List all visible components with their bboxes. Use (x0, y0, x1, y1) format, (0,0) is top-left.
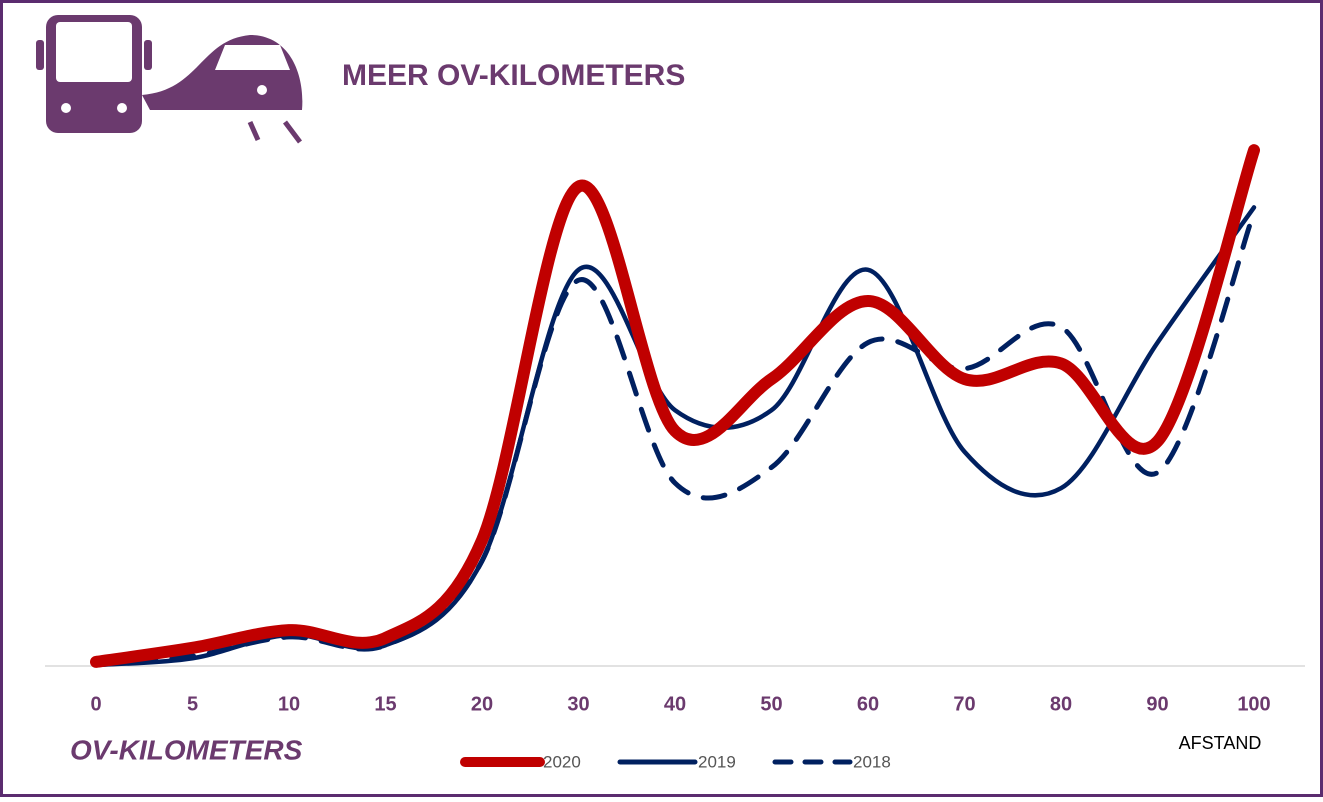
legend-label: 2020 (543, 752, 581, 771)
bus-mirror (36, 40, 44, 70)
y-axis-title: OV-KILOMETERS (70, 734, 303, 765)
bus-window (56, 22, 132, 82)
rails (247, 120, 302, 144)
bus-mirror (144, 40, 152, 70)
legend-label: 2019 (698, 752, 736, 771)
x-tick-label: 20 (471, 693, 493, 715)
bus-light (61, 103, 71, 113)
bus-light (117, 103, 127, 113)
x-tick-label: 70 (953, 693, 975, 715)
x-tick-label: 50 (760, 693, 782, 715)
train-window (215, 45, 290, 70)
x-tick-label: 30 (567, 693, 589, 715)
x-tick-label: 5 (187, 693, 198, 715)
x-tick-label: 0 (90, 693, 101, 715)
train-light (257, 85, 267, 95)
x-tick-label: 15 (374, 693, 396, 715)
x-tick-label: 60 (857, 693, 879, 715)
x-tick-label: 40 (664, 693, 686, 715)
x-axis-title: AFSTAND (1179, 733, 1262, 753)
chart-title: MEER OV-KILOMETERS (342, 59, 685, 92)
x-tick-label: 100 (1237, 693, 1270, 715)
legend-label: 2018 (853, 752, 891, 771)
series-line (90, 144, 1260, 668)
x-tick-label: 90 (1146, 693, 1168, 715)
transport-icon (36, 15, 303, 144)
x-tick-label: 80 (1050, 693, 1072, 715)
x-tick-label: 10 (278, 693, 300, 715)
